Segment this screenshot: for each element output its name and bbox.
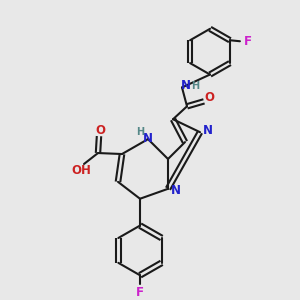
Text: H: H	[191, 82, 199, 92]
Text: OH: OH	[71, 164, 91, 177]
Text: N: N	[181, 79, 191, 92]
Text: F: F	[244, 35, 252, 48]
Text: O: O	[204, 91, 214, 104]
Text: N: N	[171, 184, 181, 197]
Text: F: F	[136, 286, 144, 299]
Text: N: N	[143, 132, 153, 145]
Text: H: H	[136, 127, 144, 137]
Text: O: O	[95, 124, 105, 137]
Text: N: N	[203, 124, 213, 137]
